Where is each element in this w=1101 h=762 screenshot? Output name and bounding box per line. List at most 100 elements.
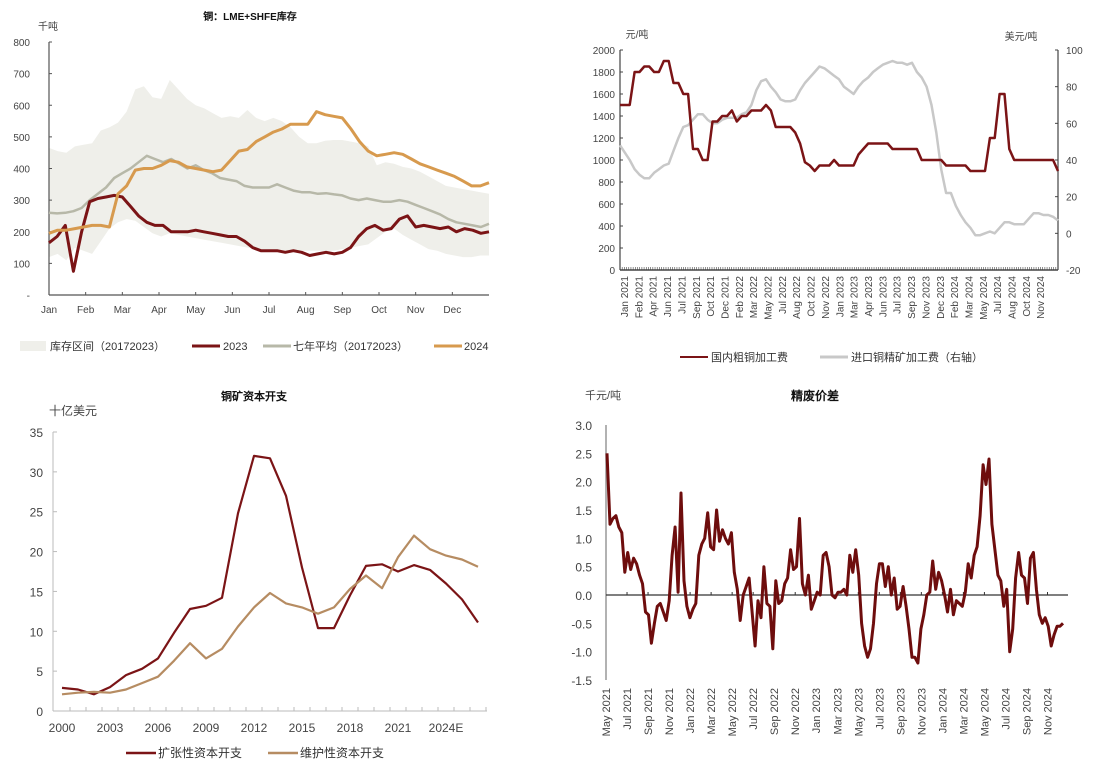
x-tick-label: Nov 2024 (1042, 688, 1054, 735)
inventory-legend: 库存区间（20172023） 2023 七年平均（20172023） 2024 (20, 339, 488, 353)
inventory-y-unit: 千吨 (38, 20, 58, 33)
y-tick-label: -0.5 (571, 617, 592, 631)
x-tick-label: Oct 2021 (706, 276, 717, 317)
x-tick-label: Jul 2023 (874, 688, 886, 730)
y-tick-label: 0 (36, 705, 43, 719)
x-tick-label: Jan (41, 305, 57, 316)
x-tick-label: Apr 2023 (864, 276, 875, 317)
x-tick-label: 2012 (241, 721, 268, 735)
left-y-tick-label: 600 (598, 200, 615, 211)
right-y-tick-label: 80 (1066, 83, 1078, 94)
x-tick-label: Feb 2021 (634, 276, 645, 319)
series-expansion-capex-line (61, 454, 479, 696)
x-tick-label: Nov 2021 (664, 688, 676, 735)
tc-left-unit: 元/吨 (626, 28, 649, 41)
y-tick-label: 2.5 (575, 447, 592, 461)
capex-y-unit: 十亿美元 (49, 403, 97, 418)
x-tick-label: May 2024 (979, 276, 990, 320)
y-tick-label: 1.5 (575, 504, 592, 518)
x-tick-label: May (186, 305, 205, 316)
x-tick-label: Sep 2022 (769, 688, 781, 735)
inventory-chart: 铜：LME+SHFE库存 千吨 - 100 200 300 400 500 600 700 80… (13, 10, 490, 353)
x-tick-label: Jan 2023 (835, 276, 846, 318)
x-tick-label: 2009 (193, 721, 220, 735)
y-tick-label: 30 (30, 466, 44, 480)
x-tick-label: 2015 (289, 721, 316, 735)
x-tick-label: Jan 2022 (685, 688, 697, 733)
y-tick-label: 800 (13, 38, 30, 49)
range-band-area (49, 80, 489, 261)
x-tick-label: Mar 2023 (850, 276, 861, 319)
left-y-tick-label: 2000 (593, 46, 616, 57)
series-2024-line (48, 110, 490, 235)
x-tick-label: Dec 2021 (720, 276, 731, 319)
x-tick-label: Jan 2023 (811, 688, 823, 733)
x-tick-label: Jul (263, 305, 276, 316)
x-tick-label: Dec (443, 305, 461, 316)
left-y-tick-label: 800 (598, 178, 615, 189)
capex-chart: 铜矿资本开支 十亿美元 0 5 10 15 20 25 30 35 2000 2003 2006 20… (30, 389, 487, 760)
x-tick-label: Mar 2022 (706, 688, 718, 734)
capex-chart-title: 铜矿资本开支 (220, 389, 288, 403)
y-tick-label: 1.0 (575, 532, 592, 546)
y-tick-label: -1.0 (571, 646, 592, 660)
tc-chart: 元/吨 美元/吨 0200400600800100012001400160018… (593, 28, 1083, 364)
y-tick-label: 300 (13, 196, 30, 207)
x-tick-label: Mar 2023 (832, 688, 844, 734)
x-tick-label: 2024E (429, 721, 464, 735)
x-tick-label: Sep 2021 (692, 276, 703, 319)
spread-y-unit: 千元/吨 (585, 389, 621, 402)
left-y-tick-label: 1000 (593, 156, 616, 167)
y-tick-label: 2.0 (575, 476, 592, 490)
right-y-tick-label: 0 (1066, 229, 1072, 240)
legend-label-maintenance: 维护性资本开支 (300, 746, 384, 760)
x-tick-label: Mar (114, 305, 132, 316)
right-y-tick-label: 40 (1066, 156, 1078, 167)
series-import-tc-line (618, 59, 1059, 237)
x-tick-label: Sep 2023 (907, 276, 918, 319)
x-tick-label: 2018 (337, 721, 364, 735)
x-tick-label: Jul 2023 (893, 276, 904, 314)
left-y-tick-label: 200 (598, 244, 615, 255)
x-tick-label: May 2021 (601, 688, 613, 736)
x-tick-label: Jun (224, 305, 240, 316)
x-tick-label: Feb (77, 305, 95, 316)
legend-label-2023: 2023 (223, 341, 247, 353)
y-tick-label: 25 (30, 506, 44, 520)
x-tick-label: 2021 (385, 721, 412, 735)
x-tick-label: Aug 2024 (1008, 276, 1019, 319)
y-tick-label: 20 (30, 546, 44, 560)
right-y-tick-label: 60 (1066, 119, 1078, 130)
x-tick-label: Nov (407, 305, 425, 316)
left-y-tick-label: 1200 (593, 134, 616, 145)
y-tick-label: 400 (13, 165, 30, 176)
legend-label-avg: 七年平均（20172023） (293, 339, 408, 353)
x-tick-label: Feb 2022 (735, 276, 746, 319)
x-tick-label: Nov 2022 (790, 688, 802, 735)
x-tick-label: Jun 2023 (878, 276, 889, 318)
x-tick-label: May 2022 (727, 688, 739, 736)
x-tick-label: Oct (371, 305, 387, 316)
x-tick-label: Oct 2022 (807, 276, 818, 317)
x-tick-label: Jul 2024 (1000, 688, 1012, 730)
left-y-tick-label: 1800 (593, 68, 616, 79)
x-tick-label: May 2024 (979, 688, 991, 736)
x-tick-label: Nov 2022 (821, 276, 832, 319)
x-tick-label: Nov 2024 (1036, 276, 1047, 319)
y-tick-label: 35 (30, 426, 44, 440)
left-y-tick-label: 400 (598, 222, 615, 233)
x-tick-label: Sep 2023 (895, 688, 907, 735)
x-tick-label: Apr 2021 (649, 276, 660, 317)
y-tick-label: - (27, 291, 30, 302)
x-tick-label: Oct 2024 (1022, 276, 1033, 317)
legend-swatch-range (20, 341, 46, 351)
right-y-tick-label: 100 (1066, 46, 1083, 57)
x-tick-label: Nov 2023 (921, 276, 932, 319)
x-tick-label: May 2023 (853, 688, 865, 736)
y-tick-label: 0.5 (575, 561, 592, 575)
left-y-tick-label: 0 (609, 266, 615, 277)
x-tick-label: Jan 2024 (937, 688, 949, 733)
y-tick-label: 0.0 (575, 589, 592, 603)
x-tick-label: Sep 2021 (643, 688, 655, 735)
x-tick-label: Nov 2023 (916, 688, 928, 735)
